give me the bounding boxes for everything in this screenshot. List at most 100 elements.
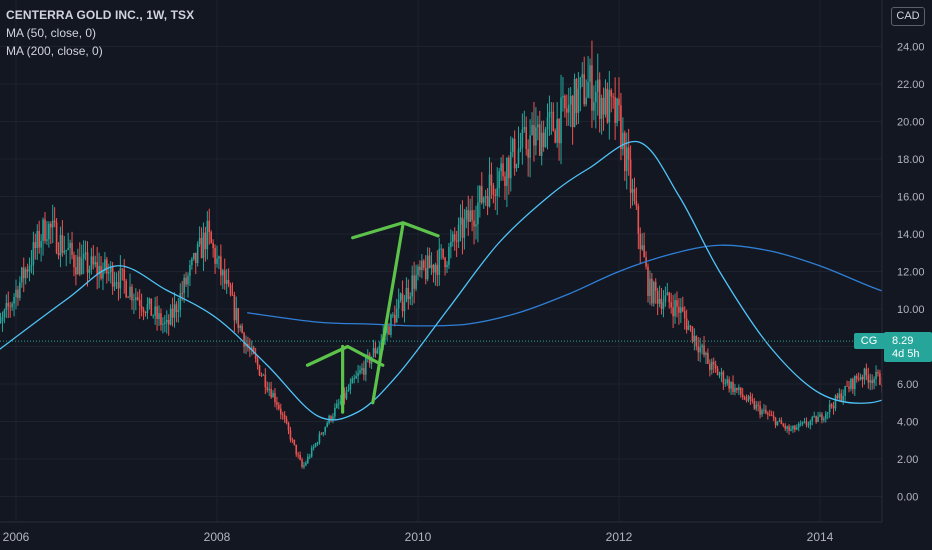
ma200-legend[interactable]: MA (200, close, 0) — [6, 44, 103, 58]
price-axis[interactable]: 0.002.004.006.008.0010.0012.0014.0016.00… — [881, 0, 932, 550]
candle-body — [231, 294, 234, 296]
candle-body — [436, 264, 439, 275]
candle-body — [310, 447, 313, 457]
candle-body — [558, 119, 560, 144]
candle-body — [67, 248, 69, 250]
candle-body — [198, 237, 201, 245]
candle-body — [256, 358, 259, 366]
candle-body — [156, 306, 158, 320]
candle-body — [616, 98, 618, 123]
candle-body — [869, 380, 872, 383]
candle-body — [747, 396, 750, 401]
candle-body — [438, 248, 441, 275]
time-axis[interactable]: 200620082010201220142016201820202022 — [0, 521, 932, 550]
candle-body — [680, 307, 682, 313]
y-tick-label: 6.00 — [897, 379, 918, 391]
candle-body — [293, 439, 296, 445]
candle-body — [815, 416, 817, 423]
candle-body — [625, 147, 628, 172]
candle-body — [786, 426, 788, 429]
candle-body — [343, 393, 346, 399]
candle-body — [790, 429, 792, 431]
candle-body — [115, 282, 118, 284]
candle-body — [554, 130, 557, 143]
candle-body — [125, 280, 127, 298]
price-axis-bg — [882, 0, 932, 550]
candle-body — [544, 129, 547, 148]
ma50-legend[interactable]: MA (50, close, 0) — [6, 26, 97, 40]
currency-button[interactable]: CAD — [891, 7, 925, 26]
candle-body — [3, 310, 6, 318]
candle-body — [225, 280, 228, 284]
candle-body — [401, 293, 404, 312]
candle-body — [204, 232, 207, 250]
candle-body — [834, 395, 837, 409]
candle-body — [152, 315, 155, 317]
candle-body — [656, 290, 659, 304]
candle-body — [631, 189, 634, 193]
candle-body — [135, 297, 137, 300]
candle-body — [194, 252, 197, 264]
candle-body — [801, 422, 804, 424]
candle-body — [216, 258, 218, 264]
candle-body — [753, 400, 756, 409]
candle-body — [840, 393, 843, 401]
candle-body — [550, 111, 553, 113]
candle-body — [363, 368, 365, 375]
candle-body — [71, 242, 73, 255]
candle-body — [5, 303, 8, 311]
candle-body — [819, 414, 821, 417]
candle-body — [283, 415, 286, 420]
candle-body — [49, 223, 52, 228]
candle-body — [782, 424, 785, 426]
candle-body — [755, 404, 758, 409]
candle-body — [119, 268, 122, 289]
candle-body — [446, 264, 448, 268]
x-tick-label: 2014 — [807, 530, 834, 544]
candle-body — [683, 311, 686, 319]
candle-body — [807, 424, 810, 426]
candle-body — [28, 265, 31, 272]
candle-body — [237, 308, 240, 328]
candle-body — [214, 247, 216, 264]
y-tick-label: 20.00 — [897, 117, 925, 129]
candle-body — [569, 95, 572, 105]
candle-body — [486, 196, 489, 207]
candle-body — [444, 257, 446, 268]
candle-body — [830, 404, 833, 407]
candle-body — [852, 379, 854, 390]
candle-body — [614, 97, 616, 123]
candle-body — [784, 425, 787, 429]
candle-body — [488, 174, 491, 207]
candle-body — [80, 258, 83, 275]
chart-legend: CENTERRA GOLD INC., 1W, TSX MA (50, clos… — [6, 6, 194, 60]
candle-body — [334, 407, 336, 417]
candle-body — [179, 292, 182, 311]
grid-lines — [0, 0, 882, 522]
candle-body — [388, 326, 390, 335]
candle-body — [517, 149, 520, 165]
candle-body — [767, 413, 769, 415]
x-tick-label: 2008 — [204, 530, 231, 544]
candle-body — [772, 415, 775, 418]
symbol-title[interactable]: CENTERRA GOLD INC., 1W, TSX — [6, 8, 195, 22]
candle-body — [736, 387, 738, 391]
candle-body — [65, 249, 68, 251]
candle-body — [494, 194, 497, 196]
candle-body — [861, 376, 864, 380]
y-tick-label: 16.00 — [897, 192, 925, 204]
candle-body — [32, 242, 35, 265]
candle-body — [140, 305, 143, 310]
candle-body — [419, 266, 421, 271]
candle-body — [221, 270, 224, 276]
candle-body — [7, 303, 10, 307]
candle-body — [643, 245, 645, 258]
candle-body — [0, 320, 2, 324]
candle-body — [463, 219, 466, 238]
candle-body — [703, 345, 705, 355]
candle-body — [409, 296, 412, 300]
candle-body — [318, 433, 321, 444]
candle-body — [879, 373, 881, 385]
last-price-badge: 8.29 4d 5h — [884, 332, 932, 362]
